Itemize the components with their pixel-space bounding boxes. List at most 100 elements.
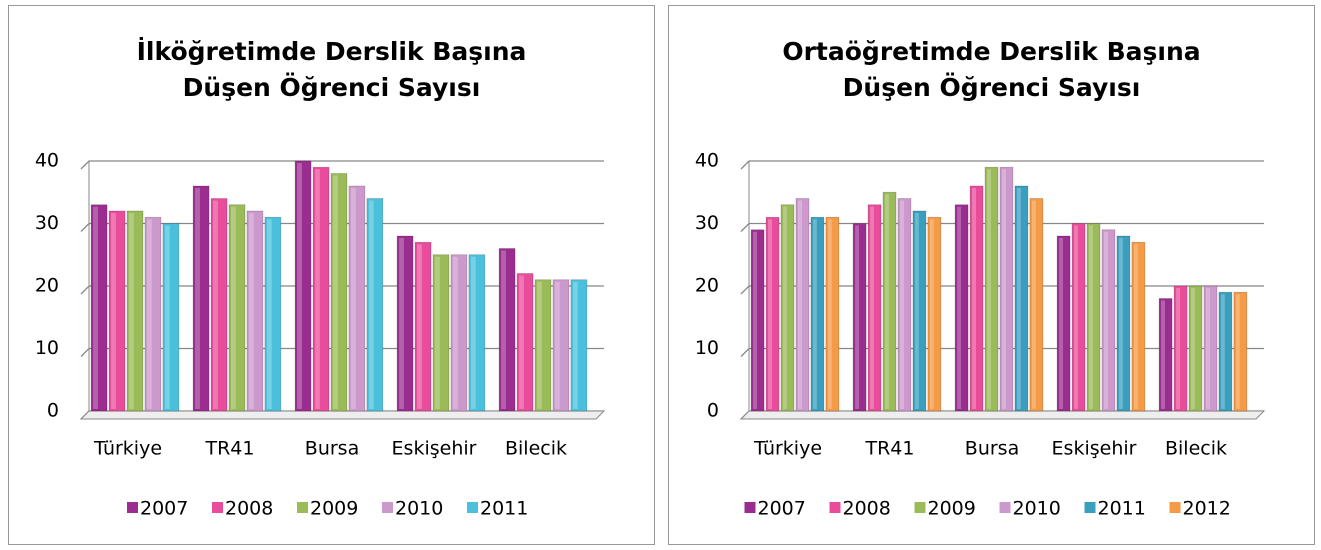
bar-highlight bbox=[248, 213, 254, 409]
y-tick-label: 30 bbox=[695, 212, 719, 234]
floor bbox=[739, 410, 1266, 420]
bar-highlight bbox=[1235, 294, 1240, 409]
legend-label: 2011 bbox=[480, 498, 528, 520]
bar-highlight bbox=[164, 225, 170, 409]
bar-highlight bbox=[399, 238, 404, 409]
x-tick-label: Eskişehir bbox=[392, 438, 477, 460]
bar bbox=[108, 210, 126, 412]
bar bbox=[312, 166, 330, 412]
bar bbox=[210, 198, 228, 412]
bar-highlight bbox=[266, 219, 272, 409]
bar-highlight bbox=[1002, 169, 1006, 409]
legend-swatch bbox=[382, 502, 393, 513]
bar bbox=[1086, 223, 1101, 412]
bar-highlight bbox=[812, 219, 817, 409]
legend-swatch bbox=[914, 502, 926, 513]
legend-swatch bbox=[829, 502, 841, 513]
legend-swatch bbox=[1169, 502, 1181, 513]
bar bbox=[984, 166, 999, 412]
legend-label: 2009 bbox=[928, 498, 976, 520]
bar bbox=[912, 210, 927, 412]
bar bbox=[810, 216, 825, 412]
bar-highlight bbox=[798, 200, 802, 409]
bar-highlight bbox=[1161, 300, 1166, 409]
chart-panel: Ortaöğretimde Derslik Başına Düşen Öğren… bbox=[668, 5, 1315, 545]
bar bbox=[468, 254, 486, 412]
x-tick-label: TR41 bbox=[865, 438, 915, 460]
legend-swatch bbox=[212, 502, 223, 513]
bar-highlight bbox=[146, 219, 152, 409]
x-tick-label: Bilecik bbox=[1165, 438, 1227, 460]
chart-title: İlköğretimde Derslik Başına Düşen Öğrenc… bbox=[136, 37, 527, 102]
bar-highlight bbox=[768, 219, 772, 409]
bar bbox=[330, 173, 348, 412]
bar-highlight bbox=[297, 163, 302, 409]
bar-highlight bbox=[753, 231, 758, 409]
bar bbox=[516, 273, 534, 412]
bar bbox=[1188, 285, 1203, 412]
bar bbox=[144, 216, 162, 412]
bar bbox=[1158, 298, 1173, 412]
bar-highlight bbox=[1059, 238, 1064, 409]
legend-swatch bbox=[127, 502, 138, 513]
bar-highlight bbox=[1031, 200, 1036, 409]
legend-swatch bbox=[999, 502, 1011, 513]
bar bbox=[552, 279, 570, 412]
bar bbox=[534, 279, 552, 412]
bar bbox=[348, 185, 366, 412]
bar bbox=[192, 185, 210, 412]
bar bbox=[294, 160, 312, 412]
bar bbox=[1116, 235, 1131, 412]
bar bbox=[246, 210, 264, 412]
bar bbox=[1131, 241, 1146, 412]
grid-line bbox=[80, 347, 604, 357]
bar bbox=[228, 204, 246, 412]
bar bbox=[954, 204, 969, 412]
bar bbox=[750, 229, 765, 412]
x-tick-label: Bursa bbox=[305, 438, 359, 460]
grid-line bbox=[80, 222, 604, 232]
bar bbox=[1233, 291, 1248, 412]
bar-highlight bbox=[333, 175, 338, 409]
bar-highlight bbox=[1089, 225, 1093, 409]
bar-highlight bbox=[129, 213, 134, 409]
bar bbox=[999, 166, 1014, 412]
floor bbox=[79, 410, 606, 420]
bar bbox=[414, 241, 432, 412]
bar bbox=[1071, 223, 1086, 412]
bar bbox=[867, 204, 882, 412]
bar-highlight bbox=[783, 206, 787, 409]
grid-line bbox=[740, 160, 1264, 170]
chart-panel: İlköğretimde Derslik Başına Düşen Öğrenc… bbox=[8, 5, 655, 545]
bar-highlight bbox=[855, 225, 860, 409]
bar-highlight bbox=[1206, 288, 1210, 409]
y-tick-label: 20 bbox=[35, 275, 59, 297]
bar bbox=[1029, 198, 1044, 412]
bar-highlight bbox=[870, 206, 874, 409]
bar bbox=[90, 204, 108, 412]
bar-highlight bbox=[957, 206, 962, 409]
legend-swatch bbox=[297, 502, 308, 513]
bar-highlight bbox=[554, 281, 560, 409]
bar-highlight bbox=[93, 206, 98, 409]
bar-highlight bbox=[501, 250, 506, 409]
legend-label: 2010 bbox=[1013, 498, 1061, 520]
bar-highlight bbox=[885, 194, 889, 409]
legend-label: 2012 bbox=[1183, 498, 1231, 520]
x-tick-label: TR41 bbox=[205, 438, 255, 460]
bar bbox=[897, 198, 912, 412]
bar-highlight bbox=[914, 213, 919, 409]
legend-label: 2008 bbox=[843, 498, 891, 520]
bar-highlight bbox=[929, 219, 934, 409]
y-tick-label: 40 bbox=[35, 150, 59, 172]
legend-label: 2008 bbox=[225, 498, 273, 520]
bar-highlight bbox=[1191, 288, 1195, 409]
legend-label: 2011 bbox=[1098, 498, 1146, 520]
grid-line bbox=[80, 160, 604, 170]
bar bbox=[1203, 285, 1218, 412]
y-tick-label: 20 bbox=[695, 275, 719, 297]
bar-highlight bbox=[195, 188, 200, 409]
y-tick-label: 0 bbox=[707, 400, 719, 422]
bar-highlight bbox=[1133, 244, 1138, 409]
